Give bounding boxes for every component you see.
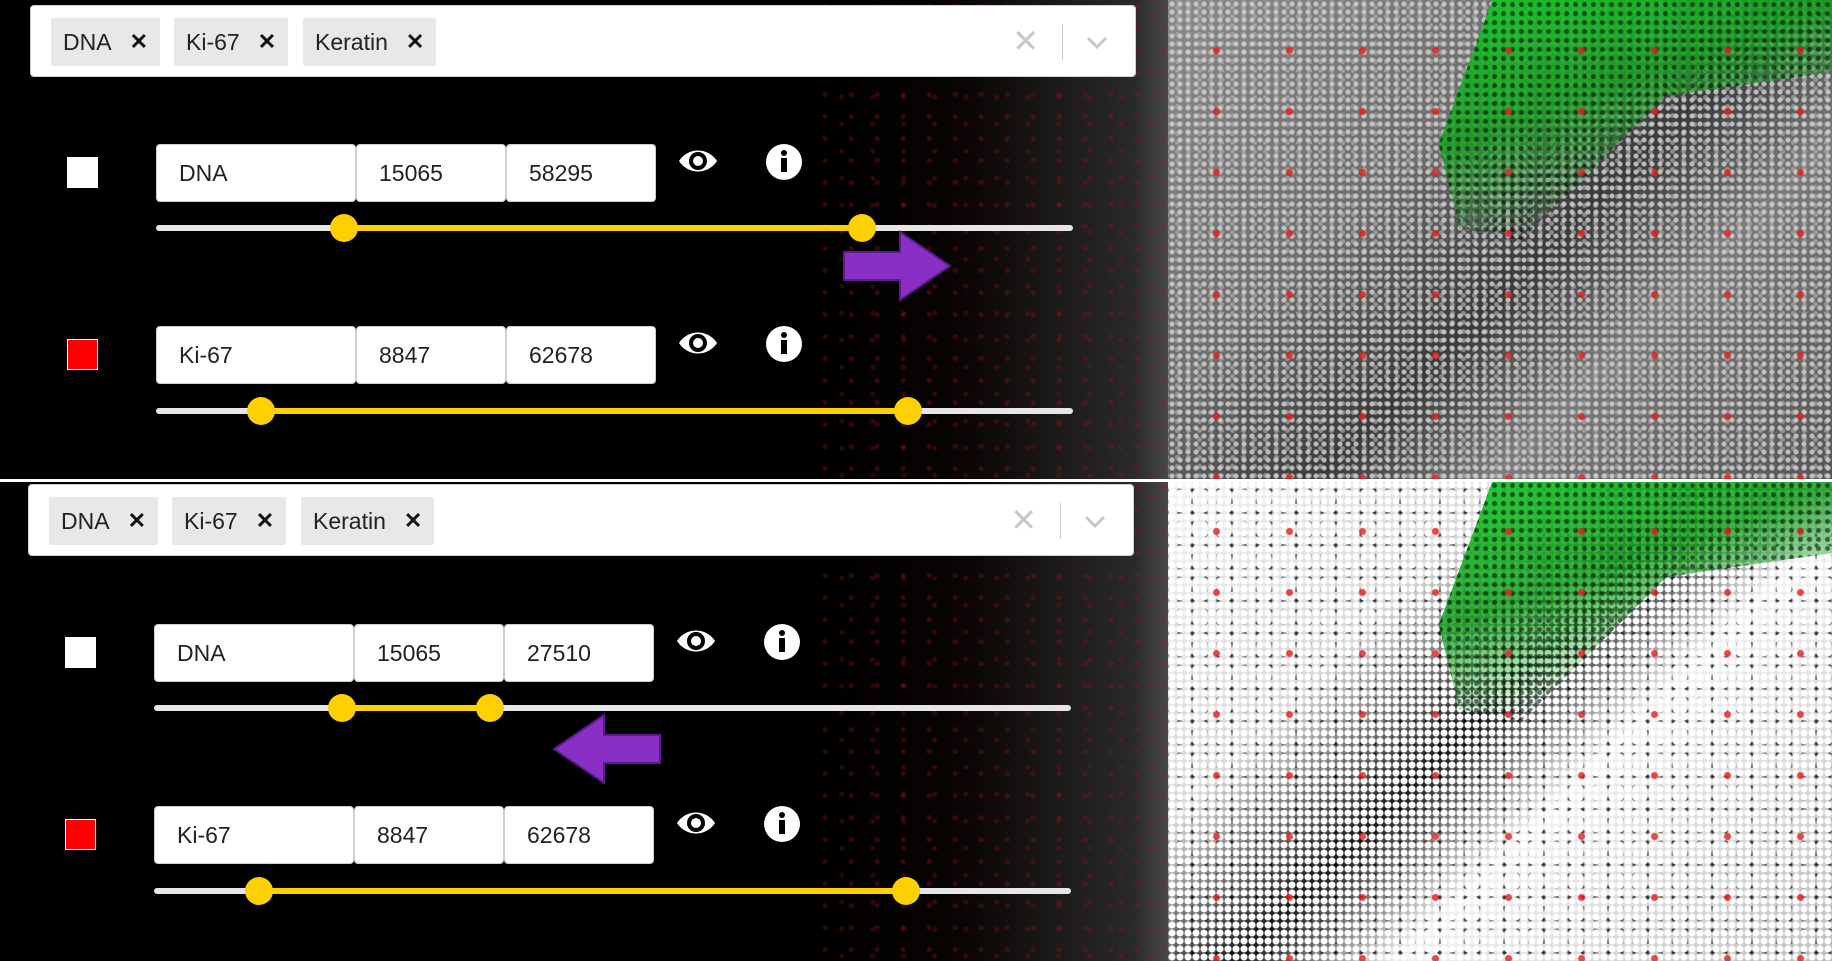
channel-name-field[interactable]: DNA	[156, 144, 356, 202]
eye-icon[interactable]	[674, 806, 718, 840]
close-icon[interactable]: ✕	[257, 29, 277, 54]
slider-handle-max[interactable]	[848, 214, 877, 242]
tag-label: DNA	[61, 507, 110, 534]
slider-fill	[341, 705, 490, 711]
max-value-field[interactable]: 27510	[504, 624, 654, 682]
close-icon[interactable]: ✕	[127, 508, 146, 533]
info-icon[interactable]	[765, 325, 803, 363]
panel-divider	[0, 479, 1832, 482]
color-swatch-dna[interactable]	[67, 157, 98, 188]
channel-name-field[interactable]: Ki-67	[154, 806, 354, 864]
tissue-image-edge	[820, 481, 1170, 961]
tag-dna: DNA ✕	[49, 497, 158, 545]
max-value-field[interactable]: 62678	[504, 806, 654, 864]
info-icon[interactable]	[763, 623, 801, 661]
divider	[1060, 503, 1061, 539]
range-slider-dna[interactable]	[156, 214, 1073, 242]
slider-handle-max[interactable]	[891, 877, 920, 905]
tissue-image[interactable]	[1168, 0, 1832, 480]
close-icon[interactable]: ✕	[403, 508, 423, 533]
max-value-field[interactable]: 58295	[506, 144, 656, 202]
tag-label: Keratin	[313, 507, 386, 534]
close-icon[interactable]: ✕	[255, 508, 275, 533]
eye-icon[interactable]	[676, 144, 720, 178]
color-swatch-ki67[interactable]	[65, 819, 96, 850]
tag-keratin: Keratin ✕	[301, 497, 435, 545]
min-value-field[interactable]: 15065	[354, 624, 504, 682]
slider-handle-min[interactable]	[329, 214, 358, 242]
channel-name-field[interactable]: Ki-67	[156, 326, 356, 384]
slider-fill	[259, 888, 906, 894]
slider-handle-min[interactable]	[247, 397, 276, 425]
eye-icon[interactable]	[676, 326, 720, 360]
tag-keratin: Keratin ✕	[303, 18, 437, 66]
min-value-field[interactable]: 8847	[354, 806, 504, 864]
tag-ki67: Ki-67 ✕	[172, 497, 287, 545]
channel-selector[interactable]: DNA ✕ Ki-67 ✕ Keratin ✕ ✕	[28, 484, 1134, 556]
range-slider-dna[interactable]	[154, 694, 1071, 722]
range-slider-ki67[interactable]	[156, 397, 1073, 425]
viewer-panel-bottom: DNA ✕ Ki-67 ✕ Keratin ✕ ✕ DNA 15065 2751…	[0, 481, 1832, 961]
arrow-left-annotation	[552, 713, 661, 785]
range-slider-ki67[interactable]	[154, 877, 1071, 905]
eye-icon[interactable]	[674, 624, 718, 658]
ki67-signal	[1168, 0, 1832, 480]
slider-handle-max[interactable]	[475, 694, 504, 722]
arrow-right-annotation	[843, 230, 952, 302]
chevron-down-icon[interactable]	[1083, 28, 1111, 56]
viewer-panel-top: DNA ✕ Ki-67 ✕ Keratin ✕ ✕ DNA 15065 5829…	[0, 0, 1832, 480]
slider-fill	[343, 225, 863, 231]
slider-handle-min[interactable]	[245, 877, 274, 905]
tag-dna: DNA ✕	[51, 18, 160, 66]
min-value-field[interactable]: 8847	[356, 326, 506, 384]
clear-x-icon[interactable]: ✕	[1012, 23, 1039, 59]
clear-x-icon[interactable]: ✕	[1010, 502, 1037, 538]
slider-handle-max[interactable]	[893, 397, 922, 425]
tissue-image[interactable]	[1168, 481, 1832, 961]
slider-fill	[261, 408, 908, 414]
close-icon[interactable]: ✕	[129, 29, 148, 54]
tag-label: Ki-67	[184, 507, 238, 534]
channel-selector[interactable]: DNA ✕ Ki-67 ✕ Keratin ✕ ✕	[30, 5, 1136, 77]
color-swatch-ki67[interactable]	[67, 339, 98, 370]
tissue-image-edge	[820, 0, 1170, 480]
max-value-field[interactable]: 62678	[506, 326, 656, 384]
tag-label: Ki-67	[186, 28, 240, 55]
tag-ki67: Ki-67 ✕	[174, 18, 289, 66]
chevron-down-icon[interactable]	[1081, 507, 1109, 535]
divider	[1062, 24, 1063, 60]
info-icon[interactable]	[763, 805, 801, 843]
tag-label: Keratin	[315, 28, 388, 55]
close-icon[interactable]: ✕	[405, 29, 425, 54]
min-value-field[interactable]: 15065	[356, 144, 506, 202]
slider-handle-min[interactable]	[327, 694, 356, 722]
ki67-signal	[1168, 481, 1832, 961]
channel-name-field[interactable]: DNA	[154, 624, 354, 682]
tag-label: DNA	[63, 28, 112, 55]
info-icon[interactable]	[765, 143, 803, 181]
color-swatch-dna[interactable]	[65, 637, 96, 668]
